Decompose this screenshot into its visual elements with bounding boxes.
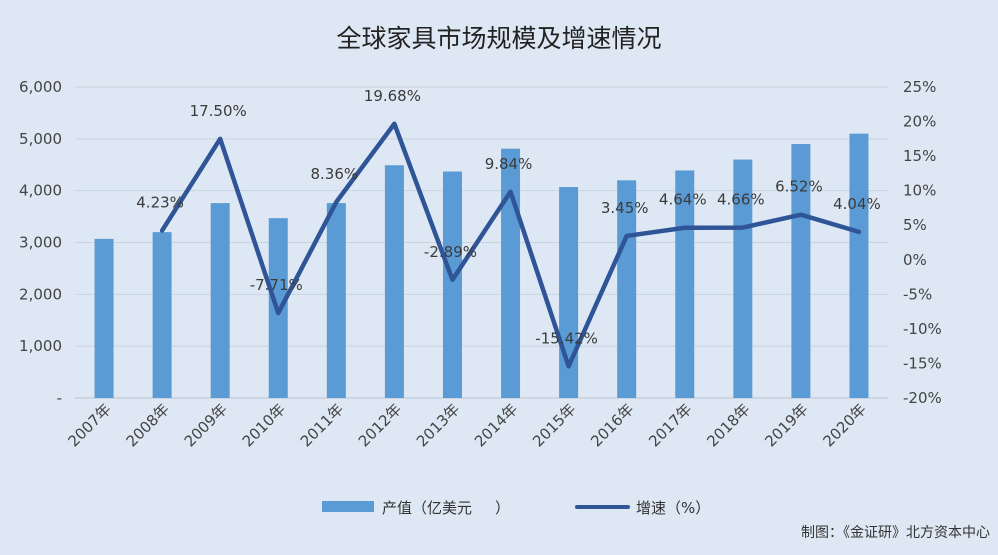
data-label: 4.66% [717, 191, 765, 209]
bar [442, 171, 462, 398]
y-right-tick-label: -15% [903, 354, 942, 372]
x-tick-label: 2018年 [703, 400, 753, 450]
gridlines [75, 86, 888, 399]
data-label: 17.50% [190, 102, 247, 120]
legend-bar-swatch [322, 501, 374, 512]
legend: 产值（亿美元 ） 增速（%） [322, 499, 710, 517]
x-tick-label: 2019年 [761, 400, 811, 450]
y-left-tick-label: 4,000 [19, 182, 62, 200]
y-left-tick-label: 3,000 [19, 234, 62, 252]
bar-series [94, 133, 869, 398]
bar [94, 238, 114, 398]
legend-bar-paren: ） [495, 499, 510, 517]
x-tick-label: 2011年 [297, 400, 347, 450]
bar [152, 232, 172, 398]
y-right-tick-label: 15% [903, 147, 936, 165]
y-left-tick-label: - [57, 389, 62, 407]
x-axis: 2007年 2008年 2009年 2010年 2011年 2012年 2013年 2014年… [65, 400, 870, 450]
y-left-tick-label: 6,000 [19, 78, 62, 96]
data-label: -7.71% [250, 276, 303, 294]
y-left-tick-label: 5,000 [19, 130, 62, 148]
x-tick-label: 2014年 [471, 400, 521, 450]
y-axis-left: - 1,000 2,000 3,000 4,000 5,000 6,000 [19, 78, 62, 407]
x-tick-label: 2010年 [239, 400, 289, 450]
data-label: 4.23% [136, 194, 184, 212]
source-note: 制图：《金证研》北方资本中心 [801, 525, 990, 541]
bar [326, 203, 346, 398]
data-label: 8.36% [310, 165, 358, 183]
chart-title: 全球家具市场规模及增速情况 [336, 24, 661, 53]
data-label: -15.42% [535, 329, 598, 347]
data-label: -2.89% [424, 243, 477, 261]
y-right-tick-label: 5% [903, 216, 927, 234]
y-right-tick-label: -10% [903, 320, 942, 338]
legend-line-label: 增速（%） [636, 499, 710, 517]
x-tick-label: 2013年 [413, 400, 463, 450]
y-right-tick-label: 25% [903, 78, 936, 96]
y-right-tick-label: -20% [903, 389, 942, 407]
bar [849, 133, 869, 398]
bar [501, 148, 521, 398]
bar [791, 144, 811, 398]
y-right-tick-label: 0% [903, 251, 927, 269]
x-tick-label: 2012年 [355, 400, 405, 450]
x-tick-label: 2015年 [529, 400, 579, 450]
data-label: 3.45% [601, 199, 649, 217]
y-right-tick-label: -5% [903, 285, 932, 303]
data-label: 4.64% [659, 191, 707, 209]
legend-bar-label: 产值（亿美元 [382, 499, 472, 517]
x-tick-label: 2017年 [645, 400, 695, 450]
y-right-tick-label: 10% [903, 182, 936, 200]
x-tick-label: 2008年 [123, 400, 173, 450]
data-label: 4.04% [833, 195, 881, 213]
growth-line [159, 121, 862, 369]
x-tick-label: 2016年 [587, 400, 637, 450]
bar [384, 165, 404, 398]
data-labels: 4.23% 17.50% -7.71% 8.36% 19.68% -2.89% 9.84% -… [136, 87, 881, 348]
x-tick-label: 2020年 [819, 400, 869, 450]
y-right-tick-label: 20% [903, 113, 936, 131]
data-label: 6.52% [775, 178, 823, 196]
x-tick-label: 2007年 [65, 400, 115, 450]
y-axis-right: -20% -15% -10% -5% 0% 5% 10% 15% 20% 25% [903, 78, 942, 407]
y-left-tick-label: 1,000 [19, 337, 62, 355]
bar [210, 203, 230, 398]
data-label: 9.84% [485, 155, 533, 173]
line-series [159, 121, 862, 369]
data-label: 19.68% [364, 87, 421, 105]
bar [733, 159, 753, 398]
x-tick-label: 2009年 [181, 400, 231, 450]
y-left-tick-label: 2,000 [19, 285, 62, 303]
